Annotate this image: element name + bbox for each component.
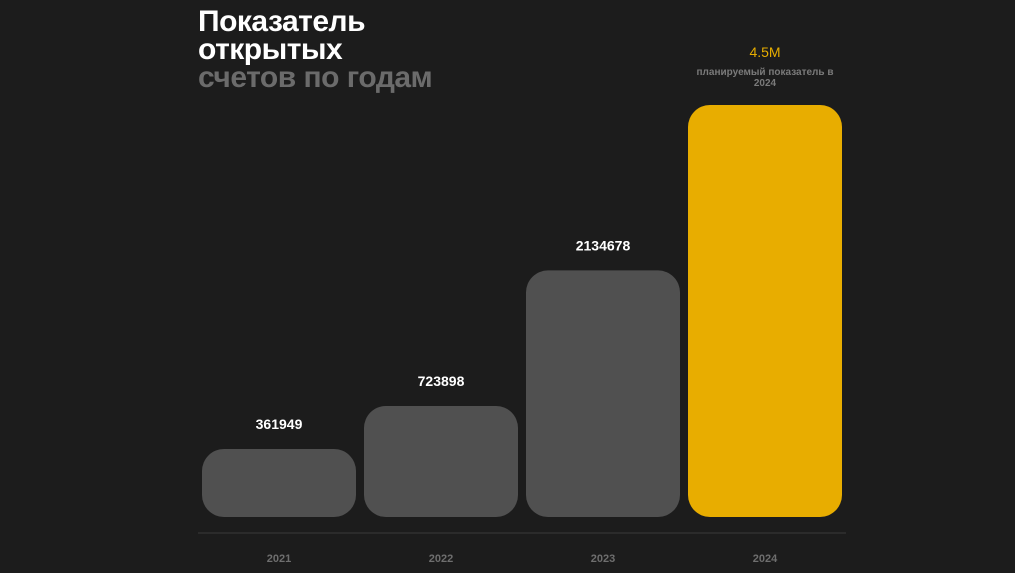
bar-value-label-2024: 4.5M [749,44,780,60]
bar-2023 [526,270,680,517]
x-tick-label-2021: 2021 [267,553,291,565]
chart-title-line1: Показатель открытых [198,5,366,66]
chart-title-line2: счетов по годам [198,61,433,94]
bar-annotation-2024: планируемый показатель в 2024 [697,67,834,89]
bar-2021 [202,449,356,517]
bar-value-label-2023: 2134678 [576,237,631,253]
bars-layer [202,105,842,517]
bar-2022 [364,405,518,517]
bar-2024 [688,105,842,517]
labels-layer: 361949 723898 2134678 4.5M планируемый показ… [256,44,834,432]
bar-value-label-2021: 361949 [256,416,303,432]
x-tick-label-2022: 2022 [429,553,453,565]
x-tick-label-2023: 2023 [591,553,615,565]
bar-value-label-2022: 723898 [418,373,465,389]
x-tick-label-2024: 2024 [753,553,778,565]
x-axis-ticks: 2021 2022 2023 2024 [267,553,778,565]
chart-title: Показатель открытых счетов по годам [198,5,458,94]
